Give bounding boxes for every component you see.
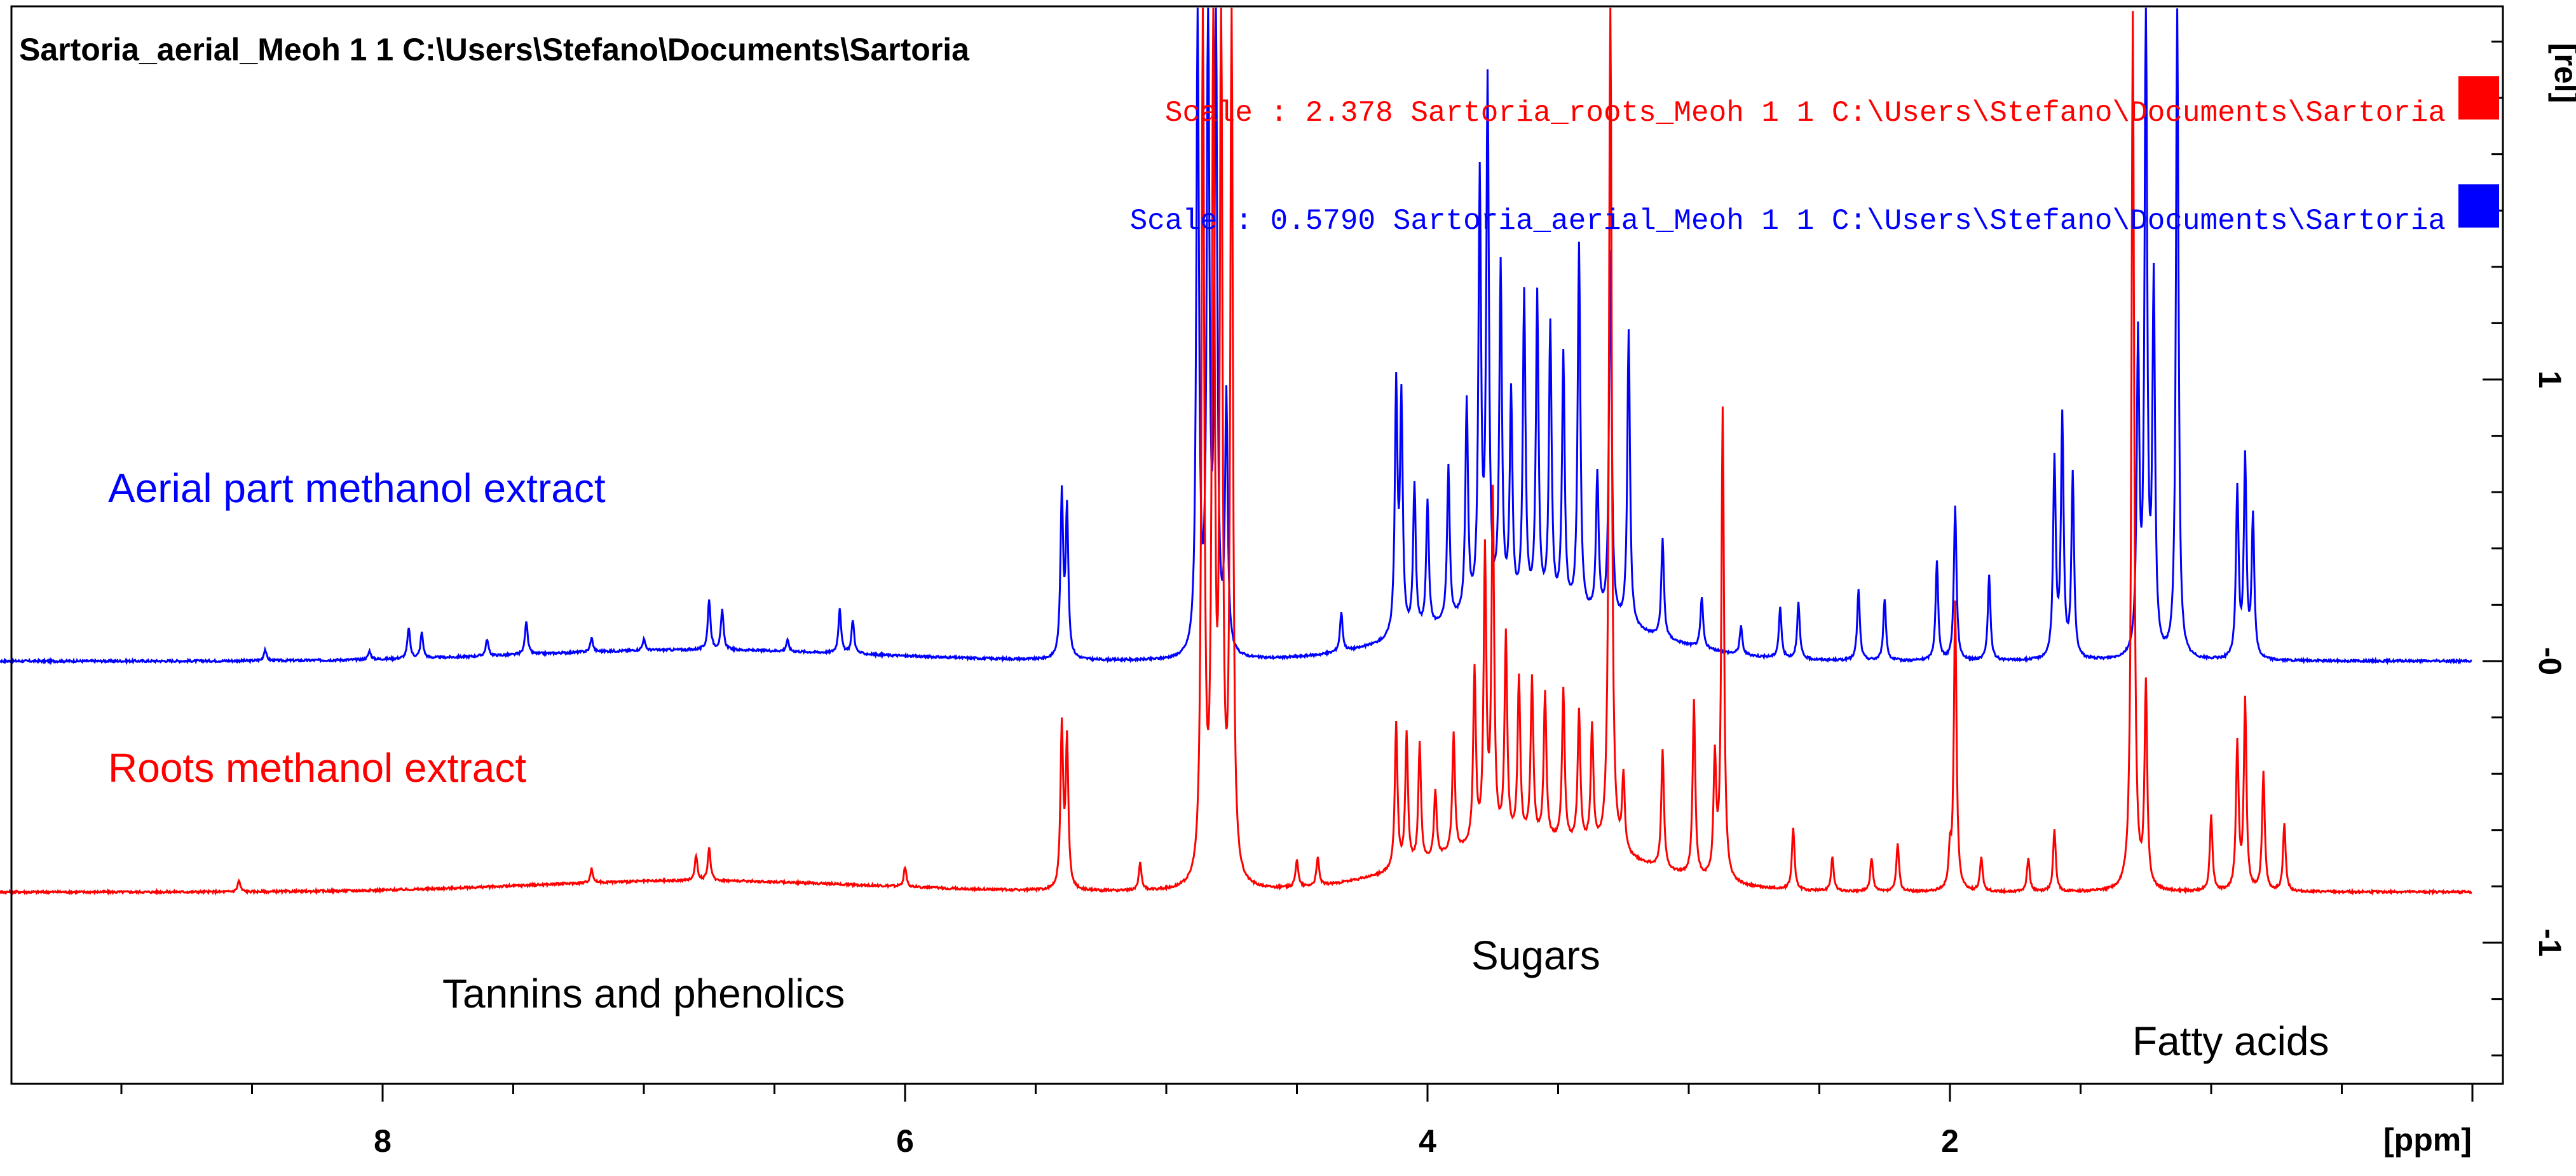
x-tick-label: 4	[1419, 1123, 1436, 1159]
label-roots-extract: Roots methanol extract	[108, 745, 526, 791]
y-tick-labels: 1 -0 -1	[2532, 371, 2568, 957]
spectrum-line-roots	[0, 7, 2472, 896]
legend-entry-aerial: Scale : 0.5790 Sartoria_aerial_Meoh 1 1 …	[1130, 205, 2446, 238]
x-tick-label: 2	[1941, 1123, 1959, 1159]
spectrum-title: Sartoria_aerial_Meoh 1 1 C:\Users\Stefan…	[19, 32, 970, 67]
legend-swatch-aerial	[2458, 184, 2499, 228]
y-tick-label: 1	[2532, 371, 2568, 388]
spectra-group	[0, 7, 2472, 896]
x-axis-label: [ppm]	[2383, 1122, 2472, 1158]
y-axis-label: [rel]	[2548, 43, 2576, 103]
y-tick-label: -0	[2532, 647, 2568, 675]
legend-entry-roots: Scale : 2.378 Sartoria_roots_Meoh 1 1 C:…	[1165, 97, 2446, 130]
label-sugars: Sugars	[1471, 933, 1600, 978]
y-tick-label: -1	[2532, 929, 2568, 957]
x-axis-ticks	[120, 1084, 2474, 1102]
label-tannins-phenolics: Tannins and phenolics	[442, 971, 845, 1016]
x-tick-label: 8	[374, 1123, 392, 1159]
legend-swatch-roots	[2458, 76, 2499, 120]
spectrum-line-aerial	[0, 7, 2472, 666]
x-tick-labels: 8 6 4 2	[374, 1123, 1959, 1159]
label-aerial-extract: Aerial part methanol extract	[108, 465, 606, 511]
label-fatty-acids: Fatty acids	[2132, 1018, 2329, 1064]
x-tick-label: 6	[896, 1123, 914, 1159]
plot-frame	[10, 5, 2504, 1085]
